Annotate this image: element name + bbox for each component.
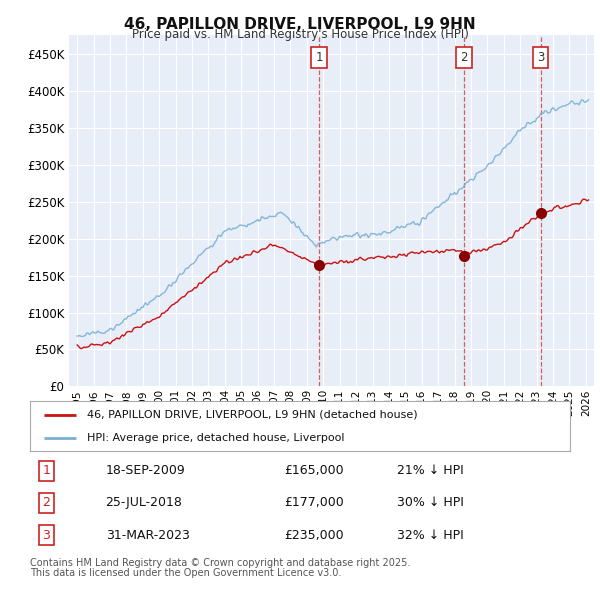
Text: 2: 2 (460, 51, 468, 64)
Text: 31-MAR-2023: 31-MAR-2023 (106, 529, 190, 542)
Text: 1: 1 (316, 51, 323, 64)
Text: 3: 3 (537, 51, 544, 64)
Text: 46, PAPILLON DRIVE, LIVERPOOL, L9 9HN: 46, PAPILLON DRIVE, LIVERPOOL, L9 9HN (124, 17, 476, 31)
Text: 30% ↓ HPI: 30% ↓ HPI (397, 496, 464, 510)
Text: 18-SEP-2009: 18-SEP-2009 (106, 464, 185, 477)
Text: 3: 3 (42, 529, 50, 542)
Text: 25-JUL-2018: 25-JUL-2018 (106, 496, 182, 510)
Text: Contains HM Land Registry data © Crown copyright and database right 2025.: Contains HM Land Registry data © Crown c… (30, 558, 410, 568)
Text: HPI: Average price, detached house, Liverpool: HPI: Average price, detached house, Live… (86, 433, 344, 443)
Text: £177,000: £177,000 (284, 496, 344, 510)
Text: 32% ↓ HPI: 32% ↓ HPI (397, 529, 464, 542)
Text: £165,000: £165,000 (284, 464, 343, 477)
Text: This data is licensed under the Open Government Licence v3.0.: This data is licensed under the Open Gov… (30, 568, 341, 578)
Text: 2: 2 (42, 496, 50, 510)
Text: 21% ↓ HPI: 21% ↓ HPI (397, 464, 464, 477)
Text: 1: 1 (42, 464, 50, 477)
Text: 46, PAPILLON DRIVE, LIVERPOOL, L9 9HN (detached house): 46, PAPILLON DRIVE, LIVERPOOL, L9 9HN (d… (86, 409, 418, 419)
Text: Price paid vs. HM Land Registry's House Price Index (HPI): Price paid vs. HM Land Registry's House … (131, 28, 469, 41)
Text: £235,000: £235,000 (284, 529, 343, 542)
